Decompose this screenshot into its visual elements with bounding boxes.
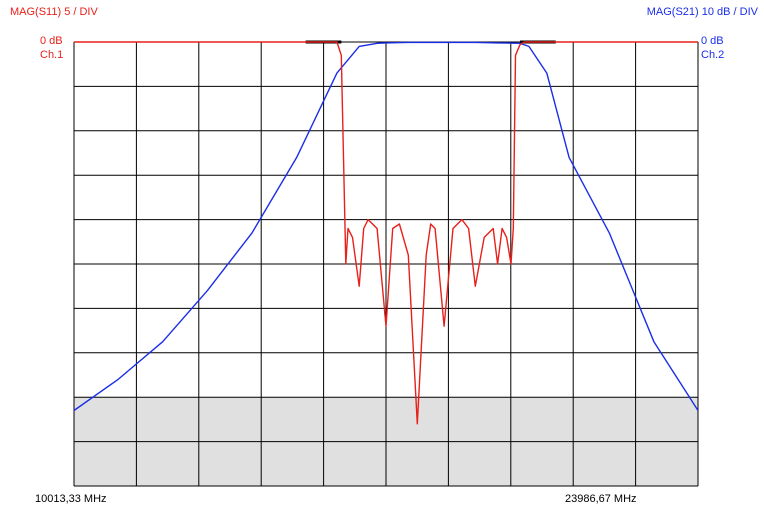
ch1-ref-label: 0 dB: [40, 35, 63, 47]
start-frequency-label: 10013,33 MHz: [35, 493, 107, 505]
ch2-name-label: Ch.2: [701, 49, 725, 61]
grid: [73, 41, 699, 487]
series-line-mag-s11: [74, 41, 698, 425]
series: [73, 41, 699, 425]
ch2-ref-label: 0 dB: [701, 35, 724, 47]
ch1-name-label: Ch.1: [40, 49, 64, 61]
ch2-scale-label: MAG(S21) 10 dB / DIV: [646, 6, 758, 18]
series-line-mag-s21: [73, 41, 699, 412]
ch1-scale-label: MAG(S11) 5 / DIV: [10, 6, 98, 18]
stop-frequency-label: 23986,67 MHz: [565, 493, 637, 505]
